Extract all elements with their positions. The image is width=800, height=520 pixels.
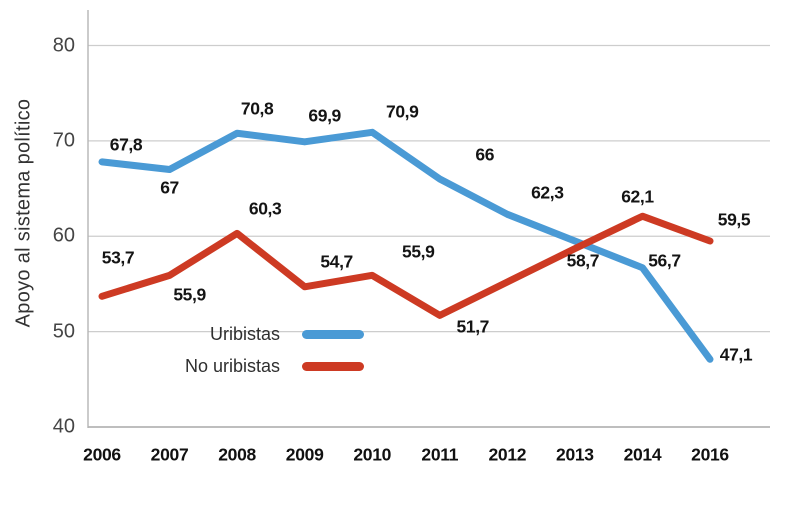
- x-tick-label: 2007: [150, 444, 189, 465]
- x-tick-label: 2009: [285, 444, 324, 465]
- data-label: 47,1: [719, 344, 753, 365]
- data-label: 51,7: [456, 316, 490, 337]
- legend-item: Uribistas: [155, 322, 364, 347]
- x-tick-label: 2016: [691, 444, 729, 465]
- data-label: 55,9: [173, 284, 206, 305]
- y-tick-label: 60: [52, 224, 75, 247]
- data-label: 67: [160, 177, 179, 198]
- x-tick-label: 2014: [623, 444, 662, 465]
- legend-item: No uribistas: [155, 354, 364, 379]
- y-tick-label: 80: [52, 34, 75, 56]
- legend-label: Uribistas: [209, 324, 280, 344]
- data-label: 62,1: [621, 186, 654, 207]
- data-label: 66: [475, 144, 495, 165]
- x-tick-label: 2013: [556, 444, 594, 465]
- data-label: 59,5: [717, 209, 751, 230]
- legend-swatch-uribistas: [302, 330, 364, 339]
- x-tick-label: 2010: [353, 444, 392, 465]
- y-tick-label: 40: [52, 415, 75, 438]
- data-label: 70,9: [385, 101, 419, 122]
- data-label: 56,7: [648, 250, 681, 271]
- data-label: 62,3: [531, 182, 564, 203]
- y-tick-label: 70: [52, 129, 75, 152]
- data-label: 67,8: [109, 134, 143, 155]
- data-label: 55,9: [401, 241, 435, 262]
- series-line-uribistas: [98, 128, 714, 363]
- series-line-no-uribistas: [98, 212, 714, 319]
- legend-label: No uribistas: [184, 356, 280, 376]
- x-tick-label: 2011: [421, 444, 459, 465]
- x-tick-label: 2006: [83, 444, 121, 465]
- x-tick-label: 2008: [218, 444, 256, 465]
- data-label: 58,7: [566, 250, 600, 271]
- legend-swatch-no-uribistas: [302, 362, 364, 371]
- legend: Uribistas No uribistas: [155, 322, 364, 379]
- data-label: 60,3: [248, 198, 282, 219]
- data-label: 69,9: [308, 105, 341, 126]
- data-label: 54,7: [320, 251, 353, 272]
- y-tick-label: 50: [52, 320, 75, 343]
- data-label: 70,8: [240, 98, 274, 119]
- x-tick-label: 2012: [488, 444, 527, 465]
- data-label: 53,7: [101, 247, 135, 268]
